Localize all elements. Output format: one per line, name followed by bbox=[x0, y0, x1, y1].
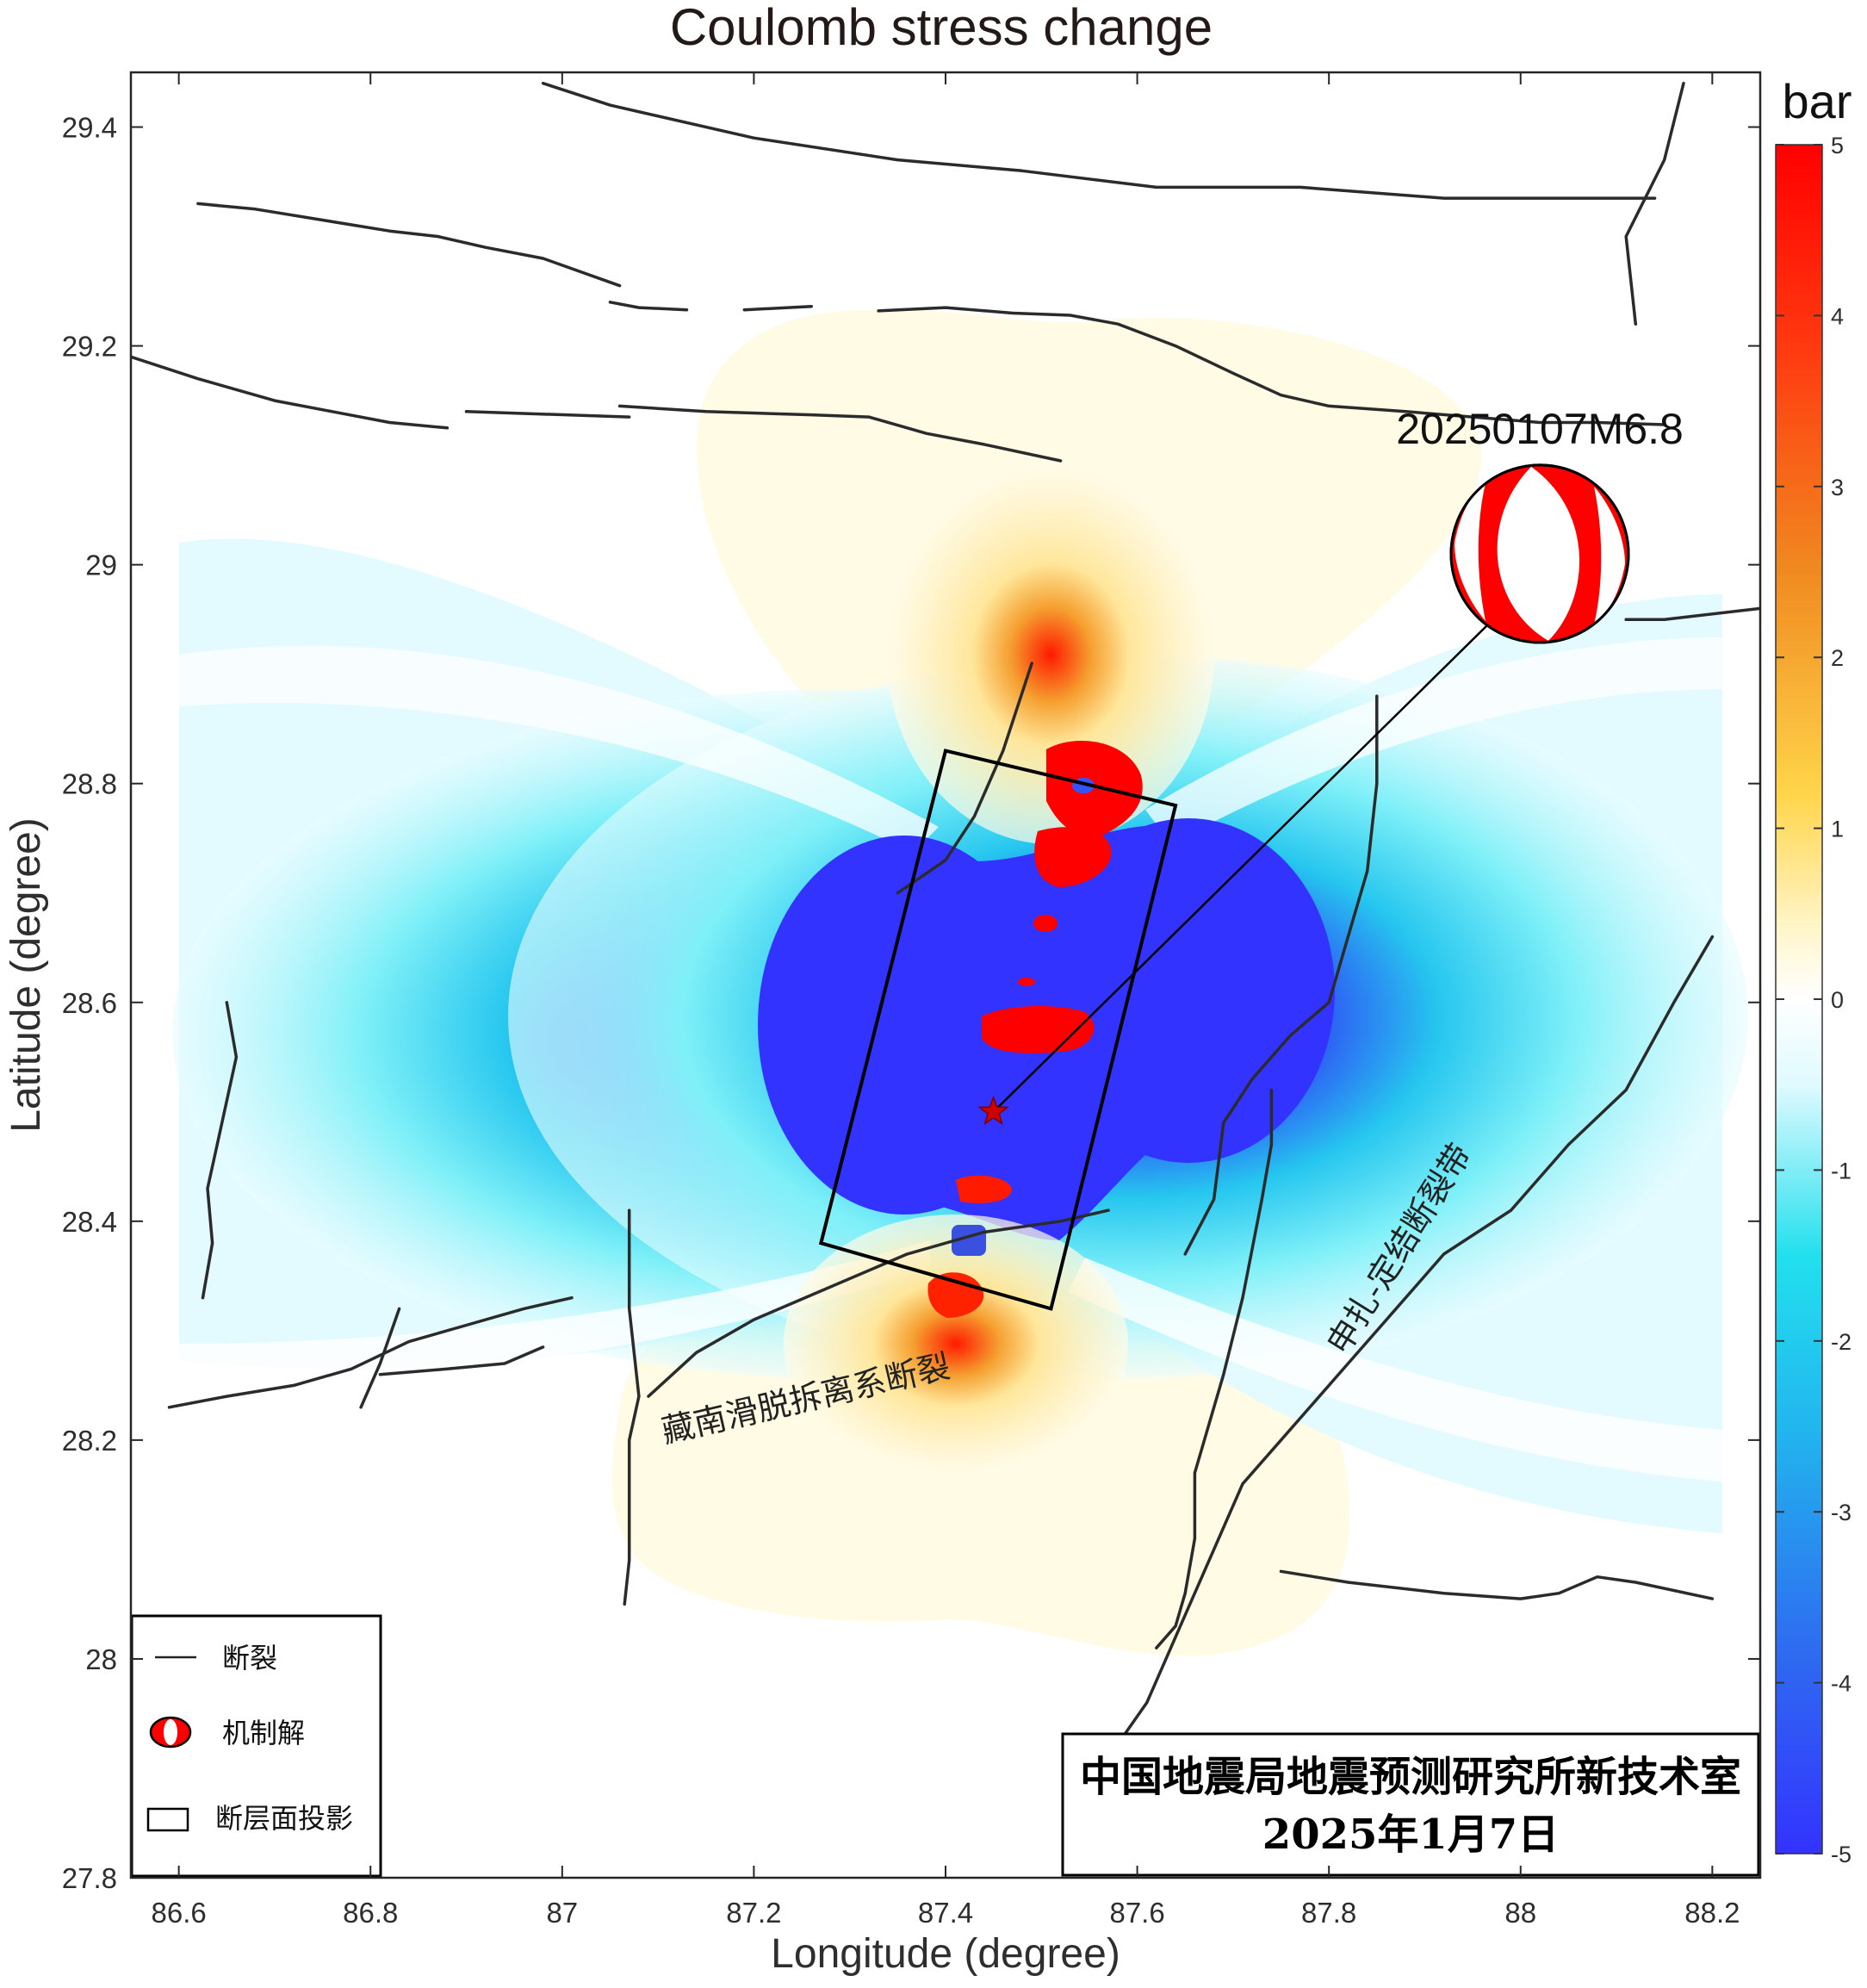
colorbar-ticks: 5 4 3 2 1 0 -1 -2 -3 -4 -5 bbox=[1776, 133, 1851, 1867]
colorbar-tick-label: 4 bbox=[1831, 303, 1844, 329]
colorbar-tick-label: 0 bbox=[1831, 987, 1844, 1013]
y-tick-label: 28 bbox=[85, 1643, 117, 1675]
colorbar: bar 5 4 3 2 1 0 -1 -2 -3 -4 -5 bbox=[1775, 74, 1852, 1867]
x-tick-label: 87 bbox=[546, 1897, 578, 1929]
nodal-band-sw bbox=[179, 1240, 930, 1387]
x-tick-label: 88 bbox=[1504, 1897, 1536, 1929]
negative-core-east bbox=[1042, 818, 1335, 1163]
fault-line bbox=[623, 1208, 641, 1606]
credit-institution: 中国地震局地震预测研究所新技术室 bbox=[1080, 1753, 1741, 1801]
colorbar-tick-label: 5 bbox=[1831, 133, 1844, 158]
beachball-dilatational-quadrant bbox=[1497, 466, 1580, 641]
x-tick-label: 87.2 bbox=[726, 1897, 781, 1929]
fault-line bbox=[464, 410, 631, 419]
fault-plane-projection bbox=[818, 749, 1178, 1311]
beachball-ring bbox=[1449, 463, 1630, 644]
fault-line bbox=[877, 306, 1666, 426]
legend: 断裂 机制解 断层面投影 bbox=[130, 1614, 382, 1878]
y-tick-label: 29 bbox=[85, 550, 117, 581]
colorbar-tick-label: 3 bbox=[1831, 475, 1844, 500]
legend-projection-label: 断层面投影 bbox=[215, 1802, 353, 1835]
faults-layer bbox=[131, 81, 1760, 1760]
stress-field bbox=[172, 309, 1748, 1656]
colorbar-tick-label: 2 bbox=[1831, 645, 1844, 671]
y-tick-label: 28.6 bbox=[62, 987, 117, 1019]
fault-line bbox=[1107, 935, 1715, 1760]
event-label: 20250107M6.8 bbox=[1396, 405, 1684, 453]
negative-core-west bbox=[758, 836, 1051, 1215]
fault-line bbox=[196, 202, 622, 288]
fault-line bbox=[131, 355, 450, 430]
nodal-band-ne bbox=[1145, 637, 1722, 844]
legend-mechanism-label: 机制解 bbox=[222, 1717, 305, 1749]
fault-line bbox=[617, 404, 1063, 463]
positive-lobe-south bbox=[784, 1215, 1128, 1473]
fault-line bbox=[742, 305, 813, 312]
chart-title: Coulomb stress change bbox=[670, 0, 1213, 56]
credit-frame bbox=[1061, 1732, 1760, 1877]
nodal-band-se bbox=[1068, 1258, 1722, 1482]
slip-patch-3 bbox=[1033, 915, 1058, 932]
event-connector-line bbox=[992, 624, 1489, 1113]
colorbar-tick-label: -4 bbox=[1831, 1671, 1851, 1697]
legend-fault-label: 断裂 bbox=[222, 1642, 277, 1674]
y-tick-label: 28.2 bbox=[62, 1425, 117, 1457]
y-axis-ticks: 27.8 28 28.2 28.4 28.6 28.8 29 29.2 29.4 bbox=[62, 112, 1760, 1894]
focal-mechanism-beachball-icon bbox=[1449, 463, 1630, 644]
plot-area: 20250107M6.8 藏南滑脱拆离系断裂 申扎-定结断裂带 断裂 机制解 断… bbox=[62, 71, 1762, 1929]
slip-patch-6 bbox=[956, 1175, 1012, 1203]
legend-projection-swatch bbox=[146, 1807, 189, 1832]
beachball-dilatational-sliver-west bbox=[1455, 482, 1486, 621]
x-tick-label: 87.6 bbox=[1109, 1897, 1164, 1929]
slip-patch-2 bbox=[1034, 827, 1112, 887]
fault-line bbox=[378, 1345, 545, 1376]
nodal-band-nw bbox=[179, 645, 939, 853]
x-tick-label: 87.4 bbox=[918, 1897, 973, 1929]
fault-line bbox=[167, 1295, 574, 1409]
colorbar-unit: bar bbox=[1783, 74, 1852, 128]
fault-line bbox=[201, 1001, 239, 1300]
fault-line bbox=[896, 662, 1033, 895]
colorbar-tick-label: -5 bbox=[1831, 1842, 1851, 1867]
fault-line bbox=[541, 81, 1657, 200]
beachball-dilatational-sliver-east bbox=[1594, 486, 1626, 624]
y-axis-label: Latitude (degree) bbox=[3, 817, 49, 1133]
x-tick-label: 88.2 bbox=[1684, 1897, 1740, 1929]
fault-line bbox=[1279, 1569, 1715, 1600]
epicenter-star-icon bbox=[977, 1095, 1009, 1126]
slip-patch-4 bbox=[1018, 978, 1035, 986]
slip-patch-1 bbox=[1046, 741, 1143, 836]
colorbar-tick-label: -2 bbox=[1831, 1329, 1851, 1355]
x-tick-label: 87.8 bbox=[1301, 1897, 1356, 1929]
fault-line bbox=[1183, 694, 1379, 1256]
legend-mechanism-icon bbox=[149, 1716, 192, 1749]
credit-box: 中国地震局地震预测研究所新技术室 2025年1月7日 bbox=[1061, 1732, 1760, 1877]
colorbar-tick-label: 1 bbox=[1831, 817, 1844, 842]
x-tick-label: 86.6 bbox=[152, 1897, 207, 1929]
y-tick-label: 29.2 bbox=[62, 331, 117, 363]
fault-line bbox=[1624, 81, 1685, 326]
y-tick-label: 27.8 bbox=[62, 1862, 117, 1894]
credit-date: 2025年1月7日 bbox=[1262, 1811, 1559, 1859]
fault-line bbox=[1155, 1088, 1274, 1649]
fault-line bbox=[647, 1208, 1110, 1398]
y-tick-label: 28.4 bbox=[62, 1206, 117, 1238]
x-tick-label: 86.8 bbox=[343, 1897, 398, 1929]
y-tick-label: 28.8 bbox=[62, 768, 117, 800]
y-tick-label: 29.4 bbox=[62, 112, 117, 144]
colorbar-tick-label: -3 bbox=[1831, 1500, 1851, 1525]
x-axis-label: Longitude (degree) bbox=[771, 1931, 1120, 1977]
x-axis-ticks: 86.6 86.8 87 87.2 87.4 87.6 87.8 88 88.2 bbox=[152, 72, 1740, 1929]
positive-lobe-north bbox=[887, 465, 1214, 844]
colorbar-tick-label: -1 bbox=[1831, 1158, 1851, 1183]
fault-line bbox=[359, 1307, 401, 1409]
fault-line bbox=[1624, 606, 1760, 621]
fault-line bbox=[608, 301, 689, 312]
